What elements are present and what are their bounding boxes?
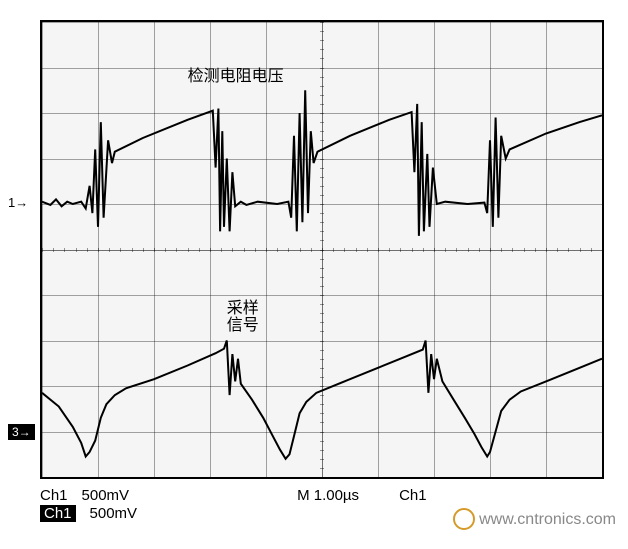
ch1-ground-marker: 1→ xyxy=(8,195,28,210)
ch1-scale: 500mV xyxy=(82,487,130,504)
timebase-readout: M 1.00µs xyxy=(297,487,359,504)
ch3-ground-marker: 3→ xyxy=(8,424,35,440)
oscilloscope-display: 检测电阻电压采样 信号 xyxy=(40,20,604,479)
annotation-ch1: 检测电阻电压 xyxy=(188,68,284,86)
readout-line-1: Ch1 500mV M 1.00µs Ch1 xyxy=(40,486,427,504)
watermark: www.cntronics.com xyxy=(453,509,616,531)
watermark-text: www.cntronics.com xyxy=(479,511,616,528)
ch1-label: Ch1 xyxy=(40,487,68,504)
annotation-ch3: 采样 信号 xyxy=(227,300,259,335)
trigger-source: Ch1 xyxy=(399,487,427,504)
scope-readout: Ch1 500mV M 1.00µs Ch1 Ch1 500mV xyxy=(40,486,427,522)
ch1-label-inverted: Ch1 xyxy=(40,505,76,522)
watermark-logo-icon xyxy=(453,508,475,530)
readout-line-2: Ch1 500mV xyxy=(40,504,427,522)
ch1-scale-2: 500mV xyxy=(90,505,138,522)
scope-screenshot: 检测电阻电压采样 信号 1→ 3→ Ch1 500mV M 1.00µs Ch1… xyxy=(0,0,628,549)
